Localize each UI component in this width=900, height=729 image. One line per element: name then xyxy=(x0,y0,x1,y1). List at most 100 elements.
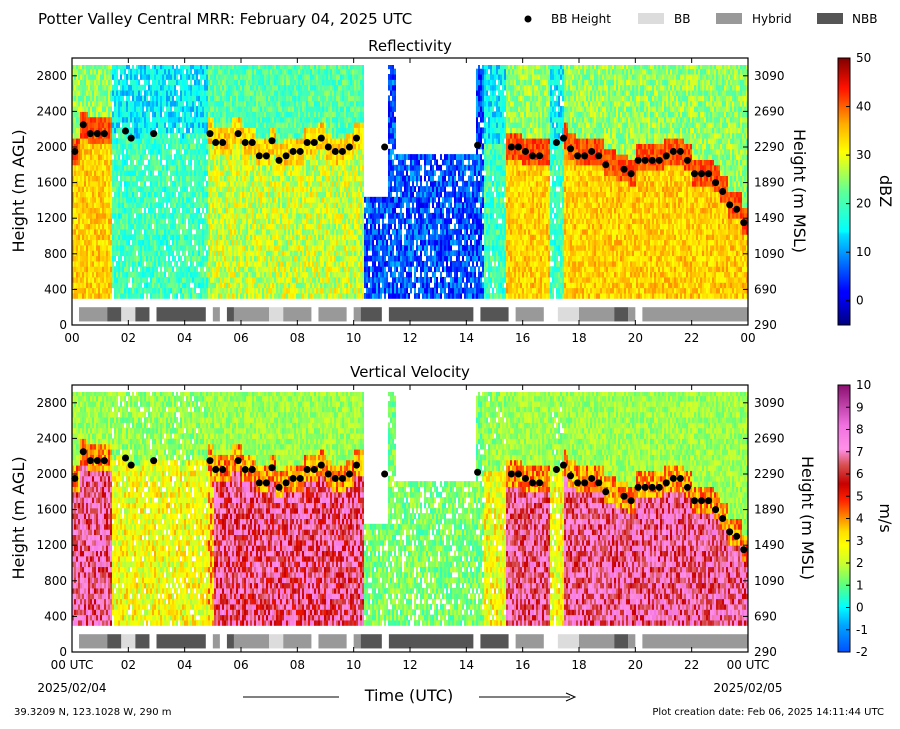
bb-height-point xyxy=(242,466,249,473)
colorbar-tick-label: 8 xyxy=(856,423,864,437)
bb-height-point xyxy=(290,475,297,482)
bb-height-point xyxy=(567,145,574,152)
bb-height-point xyxy=(346,471,353,478)
y2-tick-label: 290 xyxy=(754,318,777,332)
bb-height-point xyxy=(635,484,642,491)
bb-type-segment-nbb xyxy=(614,307,628,321)
bb-height-point xyxy=(122,454,129,461)
colorbar-tick-label: 3 xyxy=(856,534,864,548)
vertical-velocity-ylabel: Height (m AGL) xyxy=(9,456,28,579)
x-tick-label: 22 xyxy=(684,331,699,345)
bb-type-segment-hybrid xyxy=(354,634,361,648)
bb-height-point xyxy=(339,148,346,155)
colorbar-tick-label: 10 xyxy=(856,378,871,392)
vertical-velocity-panel: Vertical Velocity 0400800120016002000240… xyxy=(9,363,895,672)
y-tick-label: 1200 xyxy=(36,211,67,225)
bb-height-point xyxy=(80,121,87,128)
bb-height-point xyxy=(574,152,581,159)
x-tick-label: 14 xyxy=(459,331,474,345)
y2-tick-label: 3090 xyxy=(754,69,785,83)
bb-height-point xyxy=(621,166,628,173)
colorbar-tick-label: 7 xyxy=(856,445,864,459)
y-tick-label: 400 xyxy=(44,609,67,623)
bb-height-point xyxy=(677,475,684,482)
bb-height-point xyxy=(212,139,219,146)
x-tick-label: 06 xyxy=(233,658,248,672)
bb-height-point xyxy=(621,493,628,500)
x-tick-label: 14 xyxy=(459,658,474,672)
y-tick-label: 1600 xyxy=(36,503,67,517)
bb-height-point xyxy=(87,457,94,464)
y-tick-label: 2800 xyxy=(36,69,67,83)
legend-hybrid-swatch xyxy=(716,13,742,24)
bb-height-point xyxy=(698,170,705,177)
bb-type-segment-nbb xyxy=(480,634,508,648)
bb-height-point xyxy=(346,144,353,151)
bb-height-point xyxy=(268,464,275,471)
bb-height-point xyxy=(649,157,656,164)
bb-height-point xyxy=(268,137,275,144)
bb-height-point xyxy=(649,484,656,491)
reflectivity-colorbar-label: dBZ xyxy=(876,175,895,207)
bb-type-segment-bb xyxy=(558,634,579,648)
bb-type-segment-nbb xyxy=(389,307,474,321)
bb-height-point xyxy=(677,148,684,155)
bb-height-point xyxy=(691,170,698,177)
y2-tick-label: 2290 xyxy=(754,140,785,154)
bb-height-point xyxy=(122,127,129,134)
creation-date-label: Plot creation date: Feb 06, 2025 14:11:4… xyxy=(652,707,884,718)
y-tick-label: 2400 xyxy=(36,104,67,118)
colorbar-tick-label: -2 xyxy=(856,645,868,659)
bb-height-point xyxy=(581,152,588,159)
bb-height-point xyxy=(588,475,595,482)
x-tick-label: 04 xyxy=(177,331,192,345)
bb-height-point xyxy=(353,462,360,469)
bb-height-point xyxy=(642,157,649,164)
legend-nbb-label: NBB xyxy=(852,12,877,26)
bb-height-point xyxy=(536,152,543,159)
bb-height-point xyxy=(628,170,635,177)
bb-type-segment-hybrid xyxy=(628,634,635,648)
bb-height-point xyxy=(311,139,318,146)
y2-tick-label: 2290 xyxy=(754,467,785,481)
vertical-velocity-bb-type-bar xyxy=(79,634,748,648)
x-tick-label: 00 xyxy=(64,331,79,345)
bb-height-point xyxy=(515,144,522,151)
x-tick-label: 10 xyxy=(346,331,361,345)
x-tick-label: 18 xyxy=(571,331,586,345)
bb-height-point xyxy=(318,135,325,142)
legend-bb-label: BB xyxy=(674,12,690,26)
bb-type-segment-nbb xyxy=(157,634,206,648)
bb-type-segment-nbb xyxy=(227,634,234,648)
bb-height-point xyxy=(128,135,135,142)
y2-tick-label: 1490 xyxy=(754,538,785,552)
bb-height-point xyxy=(712,506,719,513)
bb-height-point xyxy=(304,466,311,473)
bb-height-point xyxy=(529,479,536,486)
x-tick-label: 02 xyxy=(121,331,136,345)
bb-height-point xyxy=(263,479,270,486)
bb-type-segment-nbb xyxy=(361,307,382,321)
bb-height-point xyxy=(474,142,481,149)
bb-height-point xyxy=(656,484,663,491)
x-tick-label: 12 xyxy=(402,658,417,672)
bb-type-segment-hybrid xyxy=(628,307,635,321)
bb-height-point xyxy=(691,497,698,504)
legend-nbb-swatch xyxy=(817,13,843,24)
bb-height-point xyxy=(256,479,263,486)
bb-height-point xyxy=(602,161,609,168)
colorbar-tick-label: 40 xyxy=(856,100,871,114)
x-tick-label: 22 xyxy=(684,658,699,672)
bb-height-point xyxy=(602,488,609,495)
reflectivity-y2label: Height (m MSL) xyxy=(790,129,809,253)
bb-height-point xyxy=(740,546,747,553)
colorbar-tick-label: 5 xyxy=(856,489,864,503)
bb-height-point xyxy=(705,170,712,177)
legend-bb-height-marker xyxy=(525,16,532,23)
colorbar-tick-label: 0 xyxy=(856,601,864,615)
reflectivity-panel: Reflectivity 040080012001600200024002800… xyxy=(9,37,895,345)
bb-height-point xyxy=(553,139,560,146)
bb-type-segment-hybrid xyxy=(213,307,220,321)
bb-height-point xyxy=(94,457,101,464)
